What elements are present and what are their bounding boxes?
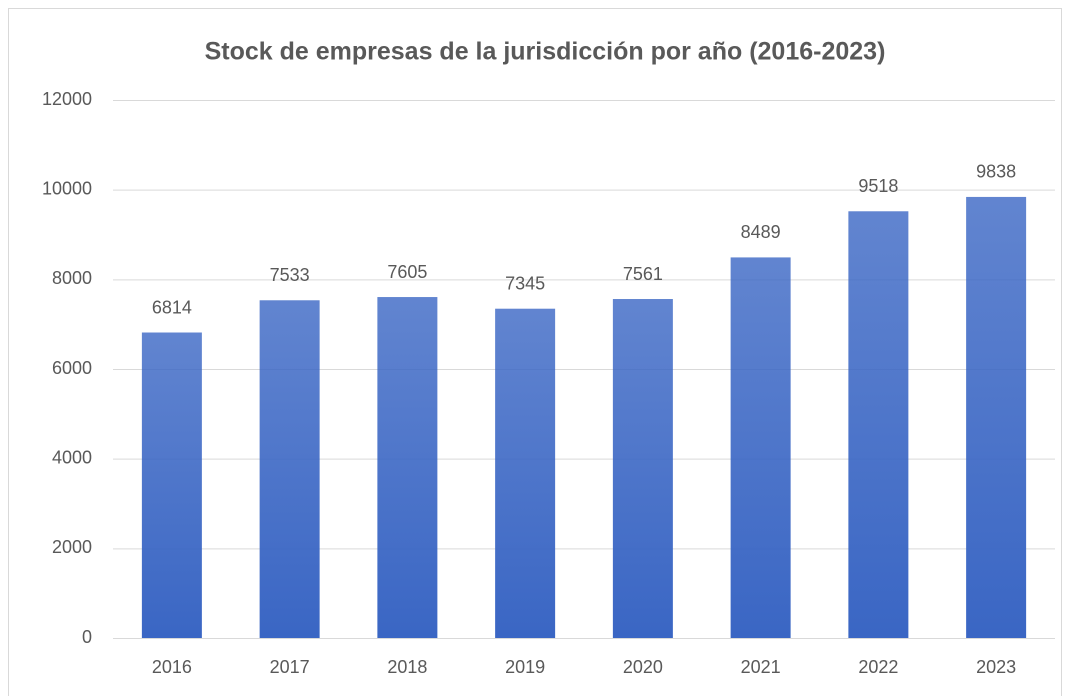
y-tick-label: 6000 [52,358,92,378]
x-tick-label: 2021 [741,657,781,677]
bar [377,297,438,638]
y-tick-label: 12000 [42,89,92,109]
x-tick-label: 2019 [505,657,545,677]
y-tick-label: 10000 [42,178,92,198]
data-label: 9518 [858,176,898,196]
y-tick-label: 2000 [52,537,92,557]
chart-title: Stock de empresas de la jurisdicción por… [205,38,886,66]
bar [730,257,791,638]
bar [495,308,556,638]
bar [966,196,1027,638]
bar [259,300,320,638]
x-tick-label: 2016 [152,657,192,677]
bar [141,332,202,638]
bar [848,211,909,638]
bar [612,299,673,638]
data-label: 7345 [505,273,545,293]
data-label: 7605 [387,262,427,282]
data-label: 6814 [152,297,192,317]
data-label: 7561 [623,264,663,284]
data-label: 9838 [976,162,1016,182]
x-tick-label: 2023 [976,657,1016,677]
data-label: 8489 [741,222,781,242]
data-label: 7533 [270,265,310,285]
y-tick-label: 8000 [52,268,92,288]
y-tick-label: 0 [82,627,92,647]
x-tick-label: 2018 [387,657,427,677]
y-tick-label: 4000 [52,447,92,467]
x-tick-label: 2020 [623,657,663,677]
x-tick-label: 2017 [270,657,310,677]
x-tick-label: 2022 [858,657,898,677]
